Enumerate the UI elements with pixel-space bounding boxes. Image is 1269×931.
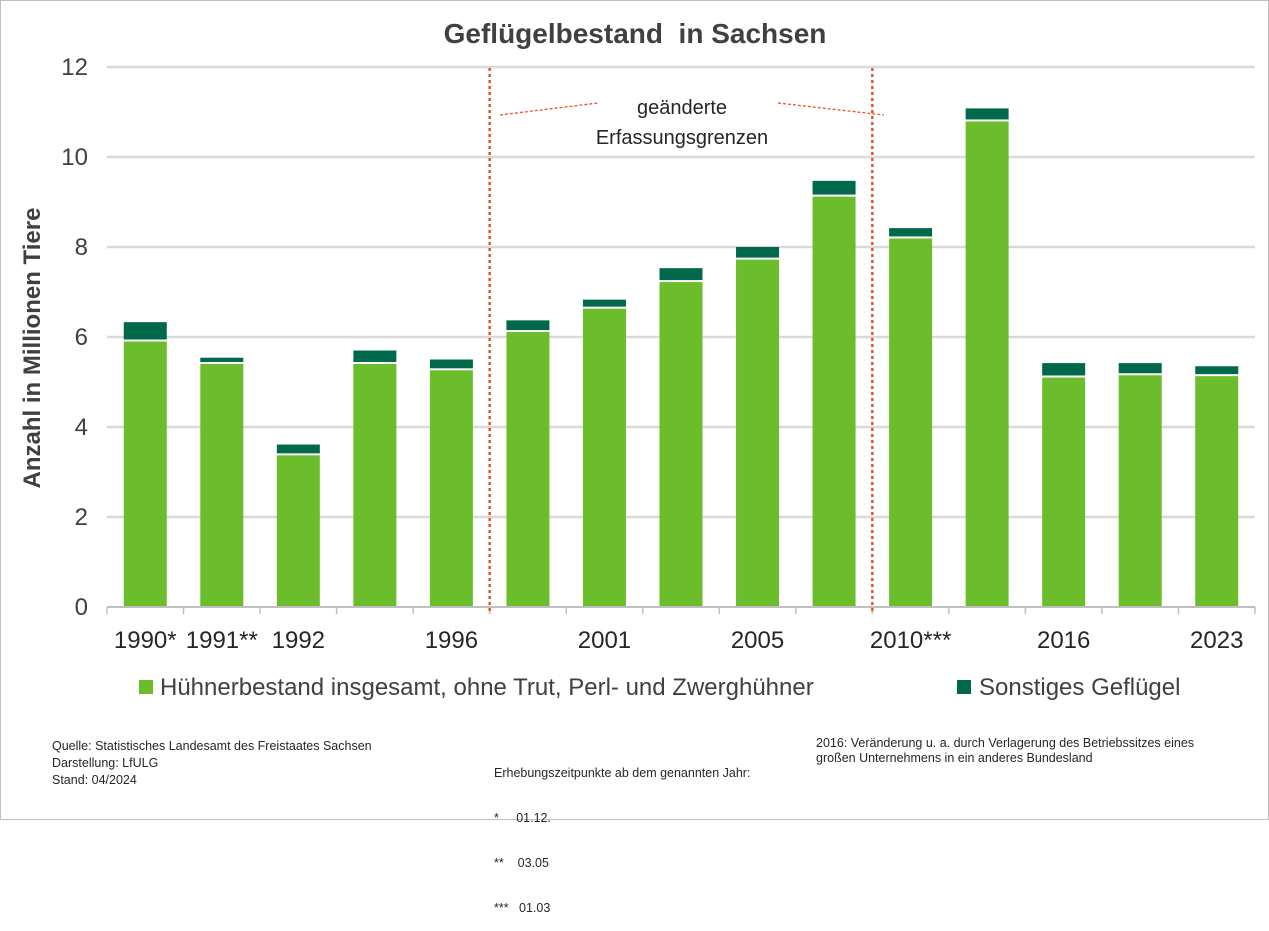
footer-note: 2016: Veränderung u. a. durch Verlagerun… bbox=[816, 736, 1194, 766]
footer-source-line: Stand: 04/2024 bbox=[52, 773, 137, 787]
x-tick-label: 2016 bbox=[1037, 627, 1090, 654]
legend-swatch-sonstiges bbox=[957, 680, 971, 694]
y-tick-label: 8 bbox=[75, 234, 88, 261]
bar-sonstiges bbox=[353, 350, 397, 362]
bar-huehner bbox=[965, 121, 1009, 607]
x-tick-label: 2010*** bbox=[870, 627, 951, 654]
y-tick-label: 10 bbox=[61, 144, 88, 171]
bar-sonstiges bbox=[200, 357, 244, 362]
y-axis-label: Anzahl in Millionen Tiere bbox=[19, 208, 46, 489]
bar-huehner bbox=[429, 370, 473, 607]
legend-swatch-huehner bbox=[139, 680, 153, 694]
bar-sonstiges bbox=[736, 247, 780, 258]
bar-sonstiges bbox=[276, 444, 320, 454]
legend-label-huehner: Hühnerbestand insgesamt, ohne Trut, Perl… bbox=[160, 674, 814, 700]
footer-survey-line: Erhebungszeitpunkte ab dem genannten Jah… bbox=[494, 766, 751, 780]
footer-survey-dates: Erhebungszeitpunkte ab dem genannten Jah… bbox=[494, 736, 750, 931]
bar-huehner bbox=[812, 196, 856, 607]
bar-huehner bbox=[659, 282, 703, 607]
annotation-line-1: geänderte bbox=[637, 97, 727, 119]
bar-huehner bbox=[736, 259, 780, 607]
footer-source-line: Quelle: Statistisches Landesamt des Frei… bbox=[52, 739, 372, 753]
legend: Hühnerbestand insgesamt, ohne Trut, Perl… bbox=[139, 674, 1180, 700]
annotation: geänderte Erfassungsgrenzen bbox=[499, 97, 885, 149]
chart: Geflügelbestand in Sachsen Anzahl in Mil… bbox=[19, 18, 1256, 700]
footer-source-line: Darstellung: LfULG bbox=[52, 756, 159, 770]
bar-huehner bbox=[200, 364, 244, 607]
bar-sonstiges bbox=[582, 299, 626, 307]
bar-sonstiges bbox=[659, 268, 703, 281]
bar-huehner bbox=[276, 455, 320, 607]
divider-lines bbox=[488, 68, 874, 612]
bar-sonstiges bbox=[429, 359, 473, 369]
y-tick-label: 4 bbox=[75, 414, 88, 441]
bar-huehner bbox=[1195, 376, 1239, 607]
bar-huehner bbox=[353, 364, 397, 607]
footer-survey-line: *** 01.03 bbox=[494, 901, 551, 915]
x-tick-label: 2001 bbox=[578, 627, 631, 654]
x-tick-labels: 1990* 1991** 1992 1996 2001 2005 2010*** 2016 20… bbox=[114, 627, 1244, 654]
x-tick-label: 1991** bbox=[186, 627, 258, 654]
annotation-leader-right bbox=[777, 102, 885, 116]
legend-label-sonstiges: Sonstiges Geflügel bbox=[979, 674, 1180, 700]
bar-huehner bbox=[123, 341, 167, 607]
y-tick-label: 6 bbox=[75, 324, 88, 351]
bar-sonstiges bbox=[965, 108, 1009, 120]
bar-sonstiges bbox=[1195, 366, 1239, 375]
bar-huehner bbox=[1118, 375, 1162, 607]
bar-huehner bbox=[889, 238, 933, 607]
bar-sonstiges bbox=[506, 320, 550, 331]
x-tick-label: 1996 bbox=[425, 627, 478, 654]
annotation-leader-left bbox=[499, 102, 599, 116]
bar-sonstiges bbox=[889, 228, 933, 237]
bar-huehner bbox=[1042, 377, 1086, 607]
bar-sonstiges bbox=[812, 180, 856, 195]
x-tick-label: 1992 bbox=[272, 627, 325, 654]
footer-survey-line: * 01.12. bbox=[494, 811, 551, 825]
y-tick-label: 0 bbox=[75, 594, 88, 621]
bar-sonstiges bbox=[123, 322, 167, 340]
footer-source: Quelle: Statistisches Landesamt des Frei… bbox=[52, 738, 372, 789]
y-tick-label: 2 bbox=[75, 504, 88, 531]
chart-title: Geflügelbestand in Sachsen bbox=[444, 18, 827, 49]
x-tick-label: 1990* bbox=[114, 627, 177, 654]
y-tick-label: 12 bbox=[61, 54, 88, 81]
y-tick-labels: 0 2 4 6 8 10 12 bbox=[61, 54, 88, 621]
bars bbox=[123, 108, 1239, 607]
annotation-line-2: Erfassungsgrenzen bbox=[596, 127, 768, 149]
footer-note-line: großen Unternehmens in ein anderes Bunde… bbox=[816, 751, 1093, 765]
bar-huehner bbox=[582, 308, 626, 607]
footer-survey-line: ** 03.05 bbox=[494, 856, 549, 870]
bar-sonstiges bbox=[1118, 363, 1162, 374]
x-tick-label: 2023 bbox=[1190, 627, 1243, 654]
bar-sonstiges bbox=[1042, 363, 1086, 376]
bar-huehner bbox=[506, 332, 550, 607]
x-axis bbox=[106, 606, 1256, 614]
x-tick-label: 2005 bbox=[731, 627, 784, 654]
footer-note-line: 2016: Veränderung u. a. durch Verlagerun… bbox=[816, 736, 1195, 750]
